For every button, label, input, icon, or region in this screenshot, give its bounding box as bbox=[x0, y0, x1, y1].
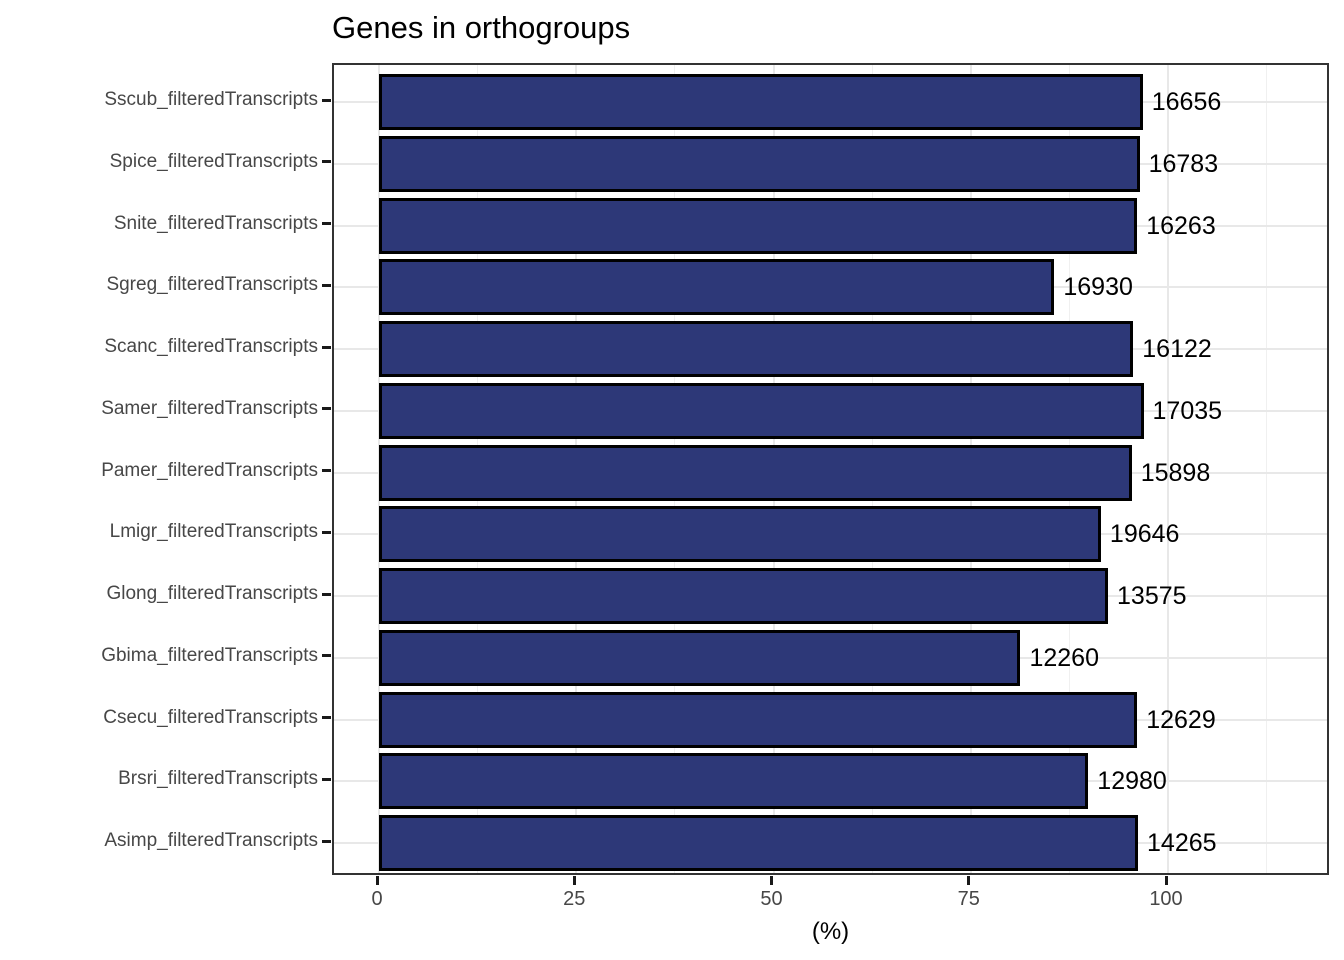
bar bbox=[379, 629, 1021, 686]
y-axis-tick-mark bbox=[322, 160, 331, 164]
x-axis-tick-label: 100 bbox=[1149, 888, 1183, 910]
bar-value-label: 16783 bbox=[1148, 149, 1219, 178]
bar bbox=[379, 259, 1055, 316]
chart-title: Genes in orthogroups bbox=[332, 10, 631, 45]
x-axis-tick-mark bbox=[375, 876, 379, 885]
bar-value-label: 15898 bbox=[1140, 458, 1211, 487]
bar bbox=[379, 568, 1109, 624]
x-axis-tick-label: 50 bbox=[760, 888, 783, 910]
bar bbox=[379, 691, 1138, 748]
y-axis-tick-mark bbox=[322, 716, 331, 719]
bar bbox=[379, 444, 1132, 501]
y-axis-tick-mark bbox=[322, 777, 331, 781]
x-axis-tick-label: 0 bbox=[371, 888, 383, 910]
bar-value-label: 19646 bbox=[1109, 520, 1180, 549]
bar-value-label: 14265 bbox=[1147, 829, 1217, 857]
x-axis-tick-mark bbox=[572, 876, 576, 885]
y-axis-tick-mark bbox=[322, 654, 331, 658]
y-axis-tick-mark bbox=[322, 592, 331, 596]
x-axis-tick-mark bbox=[1164, 876, 1168, 885]
bar-value-label: 12260 bbox=[1029, 643, 1099, 672]
bar-value-label: 16930 bbox=[1063, 273, 1133, 302]
bar bbox=[379, 197, 1138, 254]
y-axis-tick-mark bbox=[322, 839, 331, 843]
gridline-minor-vertical bbox=[1266, 65, 1268, 873]
gridline-major-vertical bbox=[1167, 65, 1169, 873]
y-axis-tick-mark bbox=[322, 469, 331, 472]
plot-panel: 16656 16783 16263 16930 16122 17035 15898 19646… bbox=[332, 63, 1329, 875]
x-axis-title: (%) bbox=[811, 918, 850, 945]
bar bbox=[379, 74, 1143, 130]
bar bbox=[379, 135, 1140, 192]
y-axis-category-label: Spice_filteredTranscripts bbox=[109, 150, 318, 172]
bar-value-label: 12980 bbox=[1097, 767, 1167, 796]
x-axis-tick-label: 25 bbox=[563, 888, 586, 910]
bar-value-label: 17035 bbox=[1152, 396, 1223, 425]
y-axis-category-label: Sscub_filteredTranscripts bbox=[104, 89, 318, 110]
bar bbox=[379, 753, 1089, 810]
x-axis-tick-mark bbox=[770, 876, 773, 885]
bar bbox=[379, 506, 1101, 563]
bar-value-label: 16656 bbox=[1151, 88, 1222, 116]
y-axis-tick-mark bbox=[322, 345, 331, 349]
bar bbox=[379, 815, 1139, 871]
bar-value-label: 16122 bbox=[1142, 335, 1212, 363]
y-axis-category-label: Csecu_filteredTranscripts bbox=[103, 706, 318, 728]
y-axis-category-label: Samer_filteredTranscripts bbox=[101, 397, 318, 419]
bar-value-label: 16263 bbox=[1146, 211, 1216, 240]
y-axis-category-label: Sgreg_filteredTranscripts bbox=[106, 274, 318, 296]
bar-value-label: 13575 bbox=[1117, 582, 1187, 610]
y-axis-category-label: Pamer_filteredTranscripts bbox=[101, 459, 318, 481]
bar-value-label: 12629 bbox=[1146, 705, 1216, 734]
y-axis-category-label: Gbima_filteredTranscripts bbox=[101, 644, 318, 666]
bar bbox=[379, 321, 1134, 377]
y-axis-category-label: Glong_filteredTranscripts bbox=[106, 583, 318, 604]
y-axis-tick-mark bbox=[322, 407, 331, 411]
y-axis-category-label: Snite_filteredTranscripts bbox=[113, 212, 318, 234]
y-axis-tick-mark bbox=[322, 98, 331, 102]
bar bbox=[379, 382, 1144, 439]
y-axis-category-label: Asimp_filteredTranscripts bbox=[104, 830, 318, 851]
y-axis-category-label: Lmigr_filteredTranscripts bbox=[109, 521, 318, 543]
y-axis-category-label: Scanc_filteredTranscripts bbox=[104, 336, 318, 357]
y-axis-tick-mark bbox=[322, 222, 331, 225]
y-axis-tick-mark bbox=[322, 283, 331, 287]
x-axis-tick-mark bbox=[967, 876, 971, 885]
y-axis-category-label: Brsri_filteredTranscripts bbox=[118, 768, 318, 790]
y-axis-tick-mark bbox=[322, 530, 331, 534]
x-axis-tick-label: 75 bbox=[957, 888, 980, 910]
